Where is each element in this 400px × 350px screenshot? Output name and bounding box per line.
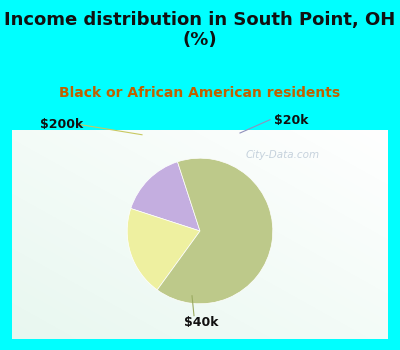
Text: Black or African American residents: Black or African American residents	[60, 86, 340, 100]
Text: $200k: $200k	[40, 118, 83, 131]
Wedge shape	[157, 158, 273, 304]
Text: City-Data.com: City-Data.com	[245, 150, 319, 160]
Wedge shape	[127, 209, 200, 290]
Text: Income distribution in South Point, OH
(%): Income distribution in South Point, OH (…	[4, 10, 396, 49]
Text: $20k: $20k	[274, 114, 308, 127]
Text: $40k: $40k	[184, 316, 218, 329]
Wedge shape	[131, 162, 200, 231]
